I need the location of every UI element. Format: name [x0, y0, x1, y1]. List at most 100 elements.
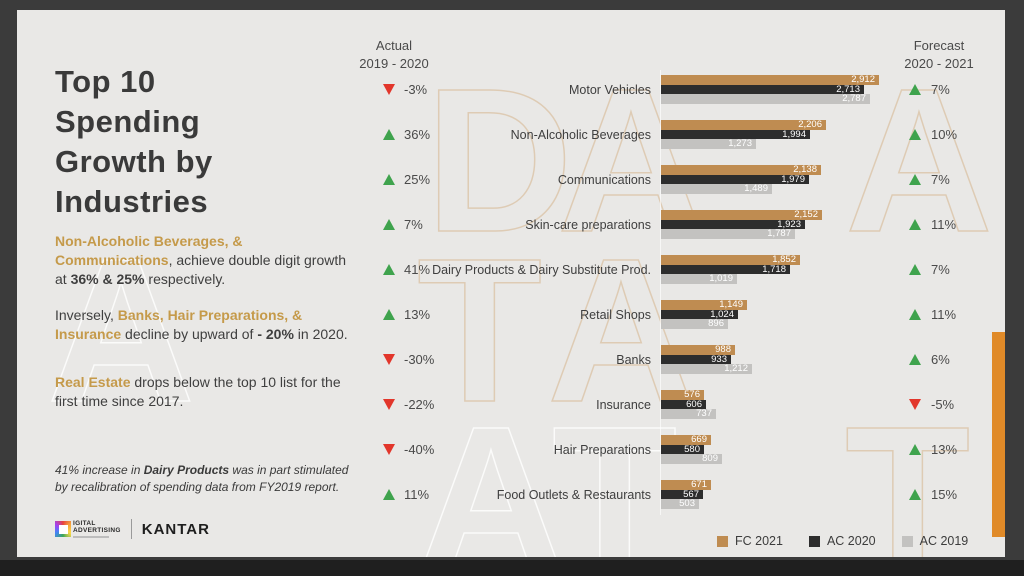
actual-change-value: 41%: [404, 262, 431, 277]
bar-value-label: 580: [684, 443, 700, 455]
actual-change-indicator: 11%: [383, 487, 455, 502]
forecast-change-indicator: 7%: [897, 82, 950, 97]
actual-change-indicator: -30%: [383, 352, 455, 367]
triangle-up-icon: [383, 129, 395, 140]
insight-paragraph-2: Inversely, Banks, Hair Preparations, & I…: [55, 306, 350, 344]
actual-change-indicator: -3%: [383, 82, 455, 97]
category-label: Food Outlets & Restaurants: [496, 487, 651, 502]
chart-row: -30% Banks 988 933 1,212 6%: [17, 337, 1005, 382]
bar-ac-2019: 809: [661, 453, 722, 465]
footnote: 41% increase in Dairy Products was in pa…: [55, 462, 360, 497]
legend-label: FC 2021: [735, 534, 783, 548]
bar-fc-2021: 2,912: [661, 73, 879, 85]
bar-value-label: 1,979: [781, 173, 805, 185]
triangle-up-icon: [909, 174, 921, 185]
bar-ac-2020: 2,713: [661, 83, 864, 95]
chart-row: -22% Insurance 576 606 737 -5%: [17, 382, 1005, 427]
triangle-up-icon: [909, 219, 921, 230]
text-segment: decline by upward of: [121, 326, 258, 343]
bar-fc-2021: 988: [661, 344, 735, 355]
title-line: Spending: [55, 104, 201, 139]
actual-change-value: -30%: [404, 352, 435, 367]
actual-change-indicator: 13%: [383, 307, 455, 322]
text-segment: Real Estate: [55, 374, 131, 390]
bar-value-label: 576: [684, 388, 700, 400]
bar-value-label: 2,912: [851, 73, 875, 85]
chart-row: -40% Hair Preparations 669 580 809 13%: [17, 427, 1005, 472]
bar-fc-2021: 2,138: [661, 164, 821, 175]
bar-group: 669 580 809: [661, 434, 897, 465]
legend-label: AC 2019: [919, 534, 969, 548]
chart-legend: FC 2021 AC 2020 AC 2019: [717, 534, 968, 548]
bar-ac-2020: 1,024: [661, 308, 738, 320]
bar-value-label: 809: [702, 453, 718, 465]
bar-ac-2019: 1,489: [661, 184, 772, 195]
actual-change-indicator: 41%: [383, 262, 455, 277]
title-line: Top 10: [55, 64, 156, 99]
forecast-change-value: -5%: [931, 397, 955, 412]
text-segment: in 2020.: [293, 326, 348, 343]
bar-group: 2,138 1,979 1,489: [661, 164, 897, 195]
actual-change-value: 13%: [404, 307, 431, 322]
legend-item: AC 2019: [901, 534, 969, 548]
bar-group: 1,852 1,718 1,019: [661, 254, 897, 285]
forecast-change-value: 7%: [931, 82, 950, 97]
bar-fc-2021: 2,206: [661, 118, 826, 130]
forecast-change-indicator: 6%: [897, 352, 950, 367]
bar-value-label: 2,152: [794, 208, 818, 220]
text-segment: 36% & 25%: [70, 271, 145, 288]
chart-row: 36% Non-Alcoholic Beverages 2,206 1,994 1,27…: [17, 112, 1005, 157]
bottom-frame-strip: [0, 560, 1024, 576]
forecast-change-value: 11%: [931, 217, 957, 232]
actual-change-value: 7%: [404, 217, 423, 232]
chart-row: 25% Communications 2,138 1,979 1,489 7%: [17, 157, 1005, 202]
bar-value-label: 2,206: [798, 118, 822, 130]
actual-change-value: 36%: [404, 127, 431, 142]
bar-value-label: 2,713: [836, 83, 860, 95]
actual-change-indicator: -40%: [383, 442, 455, 457]
bar-ac-2019: 2,787: [661, 94, 870, 105]
digital-advertising-logo-icon: [55, 521, 71, 537]
bar-ac-2020: 1,718: [661, 264, 790, 275]
actual-change-value: 25%: [404, 172, 431, 187]
page-title: Top 10 Spending Growth by Industries: [55, 62, 213, 222]
bar-group: 671 567 503: [661, 478, 897, 510]
bar-value-label: 1,024: [710, 308, 734, 320]
bar-value-label: 606: [686, 398, 702, 410]
chart-row: 11% Food Outlets & Restaurants 671 567 503 15…: [17, 472, 1005, 517]
forecast-change-value: 6%: [931, 352, 950, 367]
bar-ac-2019: 1,273: [661, 138, 756, 150]
logo-divider: [130, 519, 132, 539]
bar-ac-2019: 1,787: [661, 229, 795, 240]
forecast-change-value: 7%: [931, 262, 950, 277]
triangle-down-icon: [383, 354, 395, 365]
bar-value-label: 1,273: [728, 138, 752, 150]
forecast-change-indicator: -5%: [897, 397, 954, 412]
category-label: Non-Alcoholic Beverages: [510, 127, 651, 142]
bar-value-label: 737: [696, 408, 712, 420]
triangle-up-icon: [909, 129, 921, 140]
insight-paragraph-3: Real Estate drops below the top 10 list …: [55, 373, 350, 411]
bar-fc-2021: 1,852: [661, 254, 800, 265]
bar-ac-2020: 1,994: [661, 129, 810, 140]
title-line: Growth by: [55, 144, 213, 179]
forecast-change-indicator: 11%: [897, 217, 956, 232]
bar-value-label: 671: [691, 478, 707, 490]
bar-value-label: 1,923: [777, 218, 801, 230]
bar-group: 2,152 1,923 1,787: [661, 208, 897, 240]
forecast-change-indicator: 11%: [897, 307, 956, 322]
text-segment: , achieve double digit growth at: [55, 252, 347, 288]
legend-item: FC 2021: [717, 534, 783, 548]
category-label: Skin-care preparations: [525, 217, 651, 232]
digital-advertising-wordmark: IGITAL ADVERTISING: [73, 520, 121, 538]
bar-group: 988 933 1,212: [661, 344, 897, 375]
bar-ac-2019: 737: [661, 408, 716, 420]
bar-fc-2021: 576: [661, 388, 704, 400]
forecast-change-value: 10%: [931, 127, 958, 142]
category-label: Hair Preparations: [553, 442, 651, 457]
forecast-change-indicator: 7%: [897, 172, 950, 187]
forecast-header-line1: Forecast: [913, 38, 965, 53]
bar-group: 2,912 2,713 2,787: [661, 73, 897, 105]
text-segment: respectively.: [144, 271, 226, 288]
triangle-down-icon: [383, 444, 395, 455]
